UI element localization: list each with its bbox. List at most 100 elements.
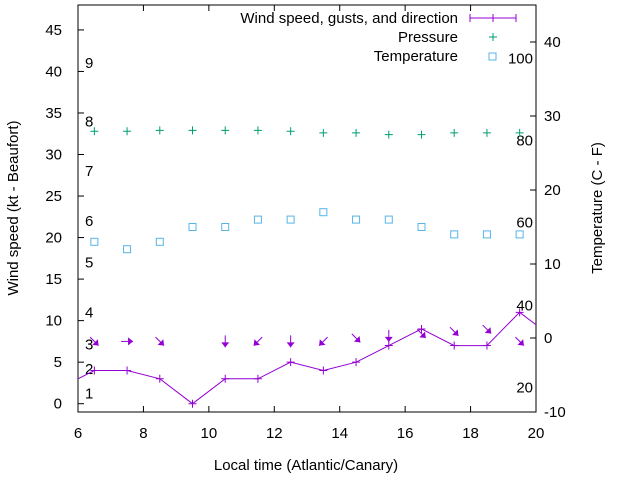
wind-direction-arrow: [155, 336, 165, 346]
x-tick-label: 8: [139, 425, 147, 442]
temperature-point: [221, 223, 230, 231]
y-tick-label: 45: [45, 22, 62, 39]
pressure-point: [155, 126, 164, 135]
temperature-point: [123, 245, 132, 254]
pressure-point: [319, 128, 328, 137]
pressure-point: [482, 128, 491, 137]
beaufort-labels: 1 2 3 4 5 6 7 8 9: [85, 55, 93, 403]
wind-point: [221, 374, 230, 383]
wind-point: [286, 358, 295, 367]
x-tick-label: 12: [266, 425, 283, 442]
pressure-point: [253, 126, 262, 135]
pressure-point: [384, 130, 393, 139]
legend-pressure-label: Pressure: [398, 29, 458, 46]
pressure-point: [123, 127, 132, 136]
wind-point: [155, 374, 164, 383]
pressure-point: [188, 126, 197, 135]
wind-direction-arrow-head: [384, 336, 393, 342]
wind-direction-arrow-head: [419, 331, 426, 338]
wind-direction-arrow: [416, 329, 427, 339]
y-axis-label: Wind speed (kt - Beaufort): [5, 120, 22, 295]
y-tick-label: 40: [45, 63, 62, 80]
wind-point: [482, 341, 491, 350]
wind-point: [123, 366, 132, 375]
wind-direction-arrow-head: [319, 339, 326, 346]
x-tick-label: 16: [397, 425, 414, 442]
wind-point: [58, 383, 66, 391]
legend-pressure-marker: [489, 33, 497, 41]
x-tick-label: 14: [331, 425, 348, 442]
y-tick-label: 25: [45, 188, 62, 205]
x-tick-label: 10: [201, 425, 218, 442]
y2-tick-label: 0: [544, 330, 552, 347]
y-tick-label: 10: [45, 313, 62, 330]
wind-point: [253, 374, 262, 383]
fahrenheit-label: 80: [516, 132, 533, 149]
y2-tick-label: 30: [544, 108, 561, 125]
temperature-point: [515, 230, 524, 239]
temperature-point: [90, 237, 99, 246]
temperature-point: [319, 208, 328, 217]
beaufort-label: 3: [85, 337, 93, 354]
wind-direction-arrow: [221, 335, 230, 348]
pressure-point: [417, 130, 426, 139]
y-tick-label: 0: [54, 396, 62, 413]
legend-temperature-marker: [488, 52, 497, 61]
wind-point: [90, 366, 99, 375]
beaufort-label: 4: [85, 304, 93, 321]
legend-temperature-label: Temperature: [374, 48, 458, 65]
beaufort-label: 6: [85, 213, 93, 230]
beaufort-label: 1: [85, 386, 93, 403]
pressure-point: [221, 126, 230, 135]
pressure-point: [450, 128, 459, 137]
axis-ticks: 6 8 10 12 14 16 18 20051015202530354045-1001020…: [45, 5, 566, 442]
wind-direction-arrow: [384, 329, 393, 342]
beaufort-label: 5: [85, 254, 93, 271]
pressure-point: [90, 127, 99, 136]
wind-direction-arrow: [449, 326, 459, 337]
pressure-point: [286, 127, 295, 136]
wind-direction-arrow: [286, 335, 295, 348]
wind-direction-arrow-head: [221, 342, 230, 348]
wind-direction-arrow-head: [128, 337, 134, 346]
temperature-point: [155, 237, 164, 246]
wind-direction-arrow-head: [286, 342, 295, 348]
y2-tick-label: 10: [544, 256, 561, 273]
wind-direction-arrow: [318, 336, 328, 346]
pressure-point: [515, 128, 524, 137]
y-tick-label: 15: [45, 271, 62, 288]
wind-direction-arrow: [351, 333, 361, 343]
x-tick-label: 20: [528, 425, 545, 442]
wind-direction-arrow-head: [353, 335, 361, 343]
wind-direction-arrow-head: [157, 339, 165, 346]
wind-direction-arrow: [89, 336, 99, 346]
fahrenheit-labels: 20 40 60 80 100: [508, 50, 533, 396]
beaufort-label: 9: [85, 55, 93, 72]
temperature-point: [188, 223, 197, 231]
wind-point: [319, 366, 328, 375]
y-tick-label: 20: [45, 230, 62, 247]
temperature-point: [384, 215, 393, 224]
wind-direction-arrow: [482, 324, 492, 334]
x-tick-label: 18: [462, 425, 479, 442]
wind-direction-arrow-head: [253, 339, 261, 346]
fahrenheit-label: 40: [516, 297, 533, 314]
temperature-point: [482, 230, 491, 239]
wind-point: [450, 341, 459, 350]
wind-direction-arrow-head: [92, 339, 99, 346]
wind-direction-arrow-head: [517, 339, 524, 346]
wind-point: [417, 324, 426, 333]
wind-line: [78, 311, 536, 405]
wind-direction-arrow: [121, 337, 134, 346]
wind-direction-arrow-head: [452, 329, 459, 336]
wind-direction-arrow-head: [484, 327, 492, 334]
temperature-point: [286, 215, 295, 224]
y2-tick-label: 40: [544, 34, 561, 51]
beaufort-label: 2: [85, 361, 93, 378]
beaufort-label: 8: [85, 113, 93, 130]
fahrenheit-label: 60: [516, 215, 533, 232]
temperature-point: [352, 215, 361, 224]
wind-point: [515, 308, 524, 317]
legend-wind-label: Wind speed, gusts, and direction: [240, 10, 458, 27]
